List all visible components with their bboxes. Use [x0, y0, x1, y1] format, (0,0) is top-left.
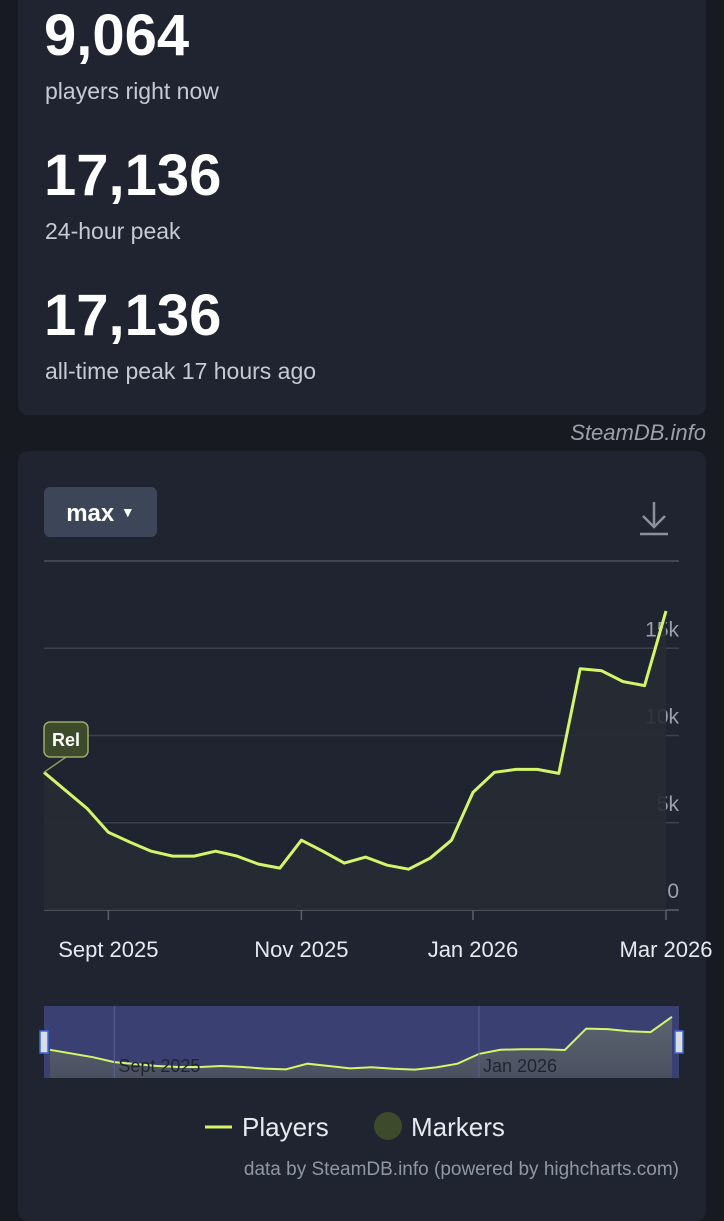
legend-label: Markers: [411, 1112, 505, 1142]
stat-value: 9,064: [44, 3, 190, 68]
range-button[interactable]: max ▼: [44, 487, 157, 537]
credits: data by SteamDB.info (powered by highcha…: [244, 1159, 679, 1180]
stat-value: 17,136: [44, 283, 222, 348]
caret: ▼: [120, 504, 135, 520]
download-icon[interactable]: [640, 502, 668, 536]
marker-label: Rel: [52, 730, 80, 750]
stat-label: players right now: [45, 78, 219, 104]
y-tick-label: 0: [667, 880, 679, 903]
stat-value: 17,136: [44, 143, 222, 208]
navigator-handle[interactable]: [674, 1030, 684, 1054]
navigator-handle[interactable]: [39, 1030, 49, 1054]
range-label: max: [66, 500, 115, 527]
area: [44, 611, 666, 910]
legend-label: Players: [242, 1112, 329, 1142]
marker-connector: [43, 756, 67, 773]
brand: SteamDB.info: [570, 420, 706, 445]
x-tick-label: Jan 2026: [428, 937, 519, 962]
stat-label: all-time peak 17 hours ago: [45, 358, 317, 384]
x-tick-label: Mar 2026: [620, 937, 713, 962]
x-tick-label: Nov 2025: [254, 937, 348, 962]
marker-box: [43, 721, 89, 758]
navigator-label: Sept 2025: [118, 1056, 200, 1076]
navigator-area: [50, 1016, 672, 1078]
line: [43, 610, 668, 871]
x-tick-label: Sept 2025: [58, 937, 158, 962]
navigator-line: [49, 1015, 673, 1071]
legend-swatch: [374, 1112, 402, 1140]
stats-card: 9,064 players right now 17,136 24-hour p…: [18, 0, 706, 415]
navigator-label: Jan 2026: [483, 1056, 557, 1076]
stat-label: 24-hour peak: [45, 218, 181, 244]
